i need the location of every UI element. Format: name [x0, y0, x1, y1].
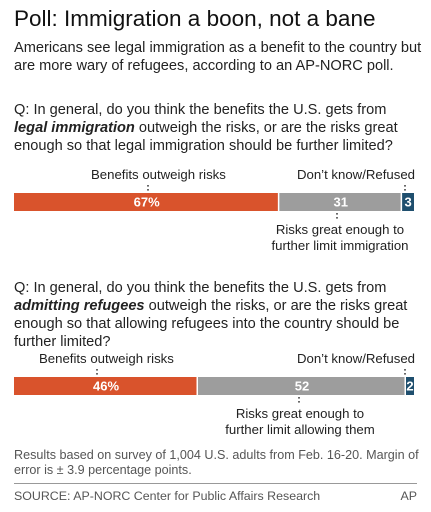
bar-label-dontknow-refugees: 2 [406, 379, 413, 394]
label-dontknow-legal: Don’t know/Refused [296, 167, 415, 182]
bar-benefits-legal [14, 193, 278, 211]
bar-label-risks-refugees: 52 [295, 379, 309, 394]
bar-label-dontknow-legal: 3 [404, 195, 411, 210]
chart-title: Poll: Immigration a boon, not a bane [14, 6, 376, 31]
question-prefix: Q: In general, do you think the benefits… [14, 102, 387, 118]
question-legal-immigration: Q: In general, do you think the benefits… [14, 101, 419, 155]
label-risks-refugees-line1: Risks great enough to [235, 406, 365, 421]
bar-label-benefits-refugees: 46% [93, 379, 119, 394]
bar-label-benefits-legal: 67% [134, 195, 160, 210]
bar-layer: 67% 31 3 46% 52 2 [14, 193, 414, 395]
leader-lines [96, 185, 406, 405]
chart-subtitle: Americans see legal immigration as a ben… [14, 40, 422, 74]
source-line: SOURCE: AP-NORC Center for Public Affair… [14, 489, 321, 503]
bar-risks-legal [279, 193, 401, 211]
credit-logo-text: AP [400, 489, 417, 503]
question-suffix: outweigh the risks, or are the risks gre… [14, 120, 398, 154]
label-dontknow-refugees: Don’t know/Refused [296, 351, 415, 366]
question-admitting-refugees: Q: In general, do you think the benefits… [14, 279, 419, 351]
label-benefits-refugees: Benefits outweigh risks [39, 351, 174, 366]
question-emphasis: admitting refugees [14, 298, 145, 314]
question-suffix: outweigh the risks, or are the risks gre… [14, 298, 408, 350]
label-risks-legal-line2: further limit immigration [271, 238, 409, 253]
methodology-note: Results based on survey of 1,004 U.S. ad… [14, 448, 419, 477]
bar-risks-refugees [198, 377, 405, 395]
label-benefits-legal: Benefits outweigh risks [91, 167, 226, 182]
bar-benefits-refugees [14, 377, 197, 395]
question-prefix: Q: In general, do you think the benefits… [14, 280, 387, 296]
divider [14, 483, 417, 484]
bar-dontknow-legal [402, 193, 414, 211]
bar-dontknow-refugees [406, 377, 414, 395]
question-emphasis: legal immigration [14, 120, 135, 136]
label-risks-refugees-line2: further limit allowing them [225, 422, 375, 437]
label-risks-legal-line1: Risks great enough to [275, 222, 405, 237]
bar-label-risks-legal: 31 [333, 195, 347, 210]
